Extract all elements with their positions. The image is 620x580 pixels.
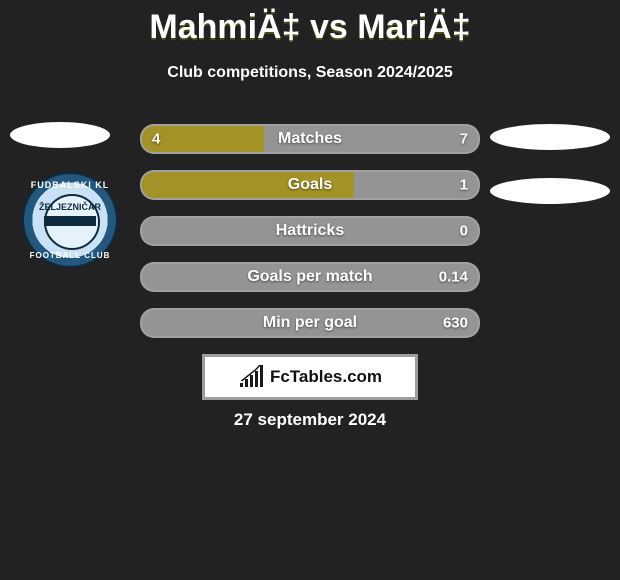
stat-bar-value-right: 630 <box>443 315 468 332</box>
stat-bar: Goals1 <box>140 170 480 200</box>
stat-bar: Min per goal630 <box>140 308 480 338</box>
stat-bar: Hattricks0 <box>140 216 480 246</box>
date-text: 27 september 2024 <box>0 410 620 430</box>
club-crest: FUDBALSKI KL ŽELJEZNIČAR FOOTBALL CLUB <box>22 172 118 268</box>
stat-bar: Goals per match0.14 <box>140 262 480 292</box>
stat-bar-value-right: 1 <box>460 177 468 194</box>
crest-bottom-text: FOOTBALL CLUB <box>24 251 116 260</box>
crest-top-text: FUDBALSKI KL <box>24 180 116 190</box>
site-badge[interactable]: FcTables.com <box>202 354 418 400</box>
crest-inner-text: ŽELJEZNIČAR <box>24 202 116 212</box>
stat-bar-label: Min per goal <box>142 314 478 332</box>
stat-bar-label: Goals <box>142 176 478 194</box>
player-right-oval-2 <box>490 178 610 204</box>
comparison-card: MahmiÄ‡ vs MariÄ‡ Club competitions, Sea… <box>0 0 620 580</box>
stat-bar-label: Matches <box>142 130 478 148</box>
site-badge-text: FcTables.com <box>270 367 382 387</box>
stat-bar-value-left: 4 <box>152 131 160 148</box>
player-right-oval-1 <box>490 124 610 150</box>
player-left-oval <box>10 122 110 148</box>
page-title: MahmiÄ‡ vs MariÄ‡ <box>0 8 620 47</box>
stat-bar: Matches4 7 <box>140 124 480 154</box>
subtitle: Club competitions, Season 2024/2025 <box>0 64 620 82</box>
stat-bar-value-right: 0.14 <box>439 269 468 286</box>
stat-bar-value-right: 0 <box>460 223 468 240</box>
stat-bar-label: Goals per match <box>142 268 478 286</box>
bar-chart-icon <box>238 365 264 389</box>
stat-bar-value-right: 7 <box>460 131 468 148</box>
stat-bar-label: Hattricks <box>142 222 478 240</box>
